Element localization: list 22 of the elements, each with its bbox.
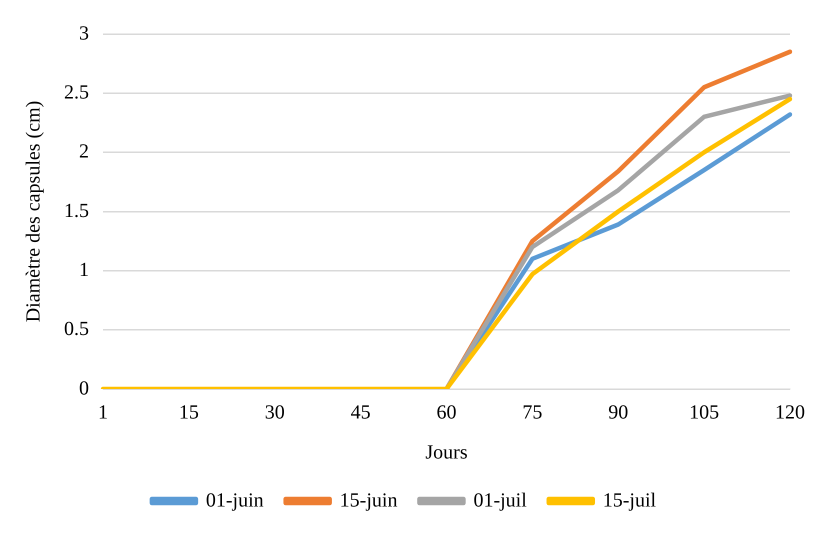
x-tick-label: 30: [264, 401, 285, 424]
legend-label: 15-juin: [340, 489, 398, 512]
x-tick-label: 1: [98, 401, 108, 424]
y-tick-label: 0.5: [64, 318, 89, 340]
x-tick-label: 75: [522, 401, 542, 424]
y-axis-title: Diamètre des capsules (cm): [22, 100, 44, 322]
x-tick-label: 105: [689, 401, 720, 424]
y-tick-label: 0: [79, 377, 89, 400]
x-tick-label: 15: [178, 401, 199, 424]
y-tick-label: 1.5: [64, 200, 89, 222]
y-tick-label: 2: [79, 140, 89, 163]
x-tick-label: 60: [436, 401, 456, 424]
legend-label: 01-juil: [473, 489, 528, 512]
y-tick-label: 3: [79, 22, 89, 44]
legend-label: 15-juil: [602, 489, 657, 512]
x-tick-label: 90: [608, 401, 628, 424]
y-tick-label: 1: [79, 258, 89, 281]
legend-label: 01-juin: [206, 489, 264, 512]
y-tick-label: 2.5: [64, 81, 89, 104]
x-tick-label: 45: [350, 401, 371, 424]
x-axis-title: Jours: [425, 441, 468, 464]
x-tick-label: 120: [775, 401, 805, 424]
